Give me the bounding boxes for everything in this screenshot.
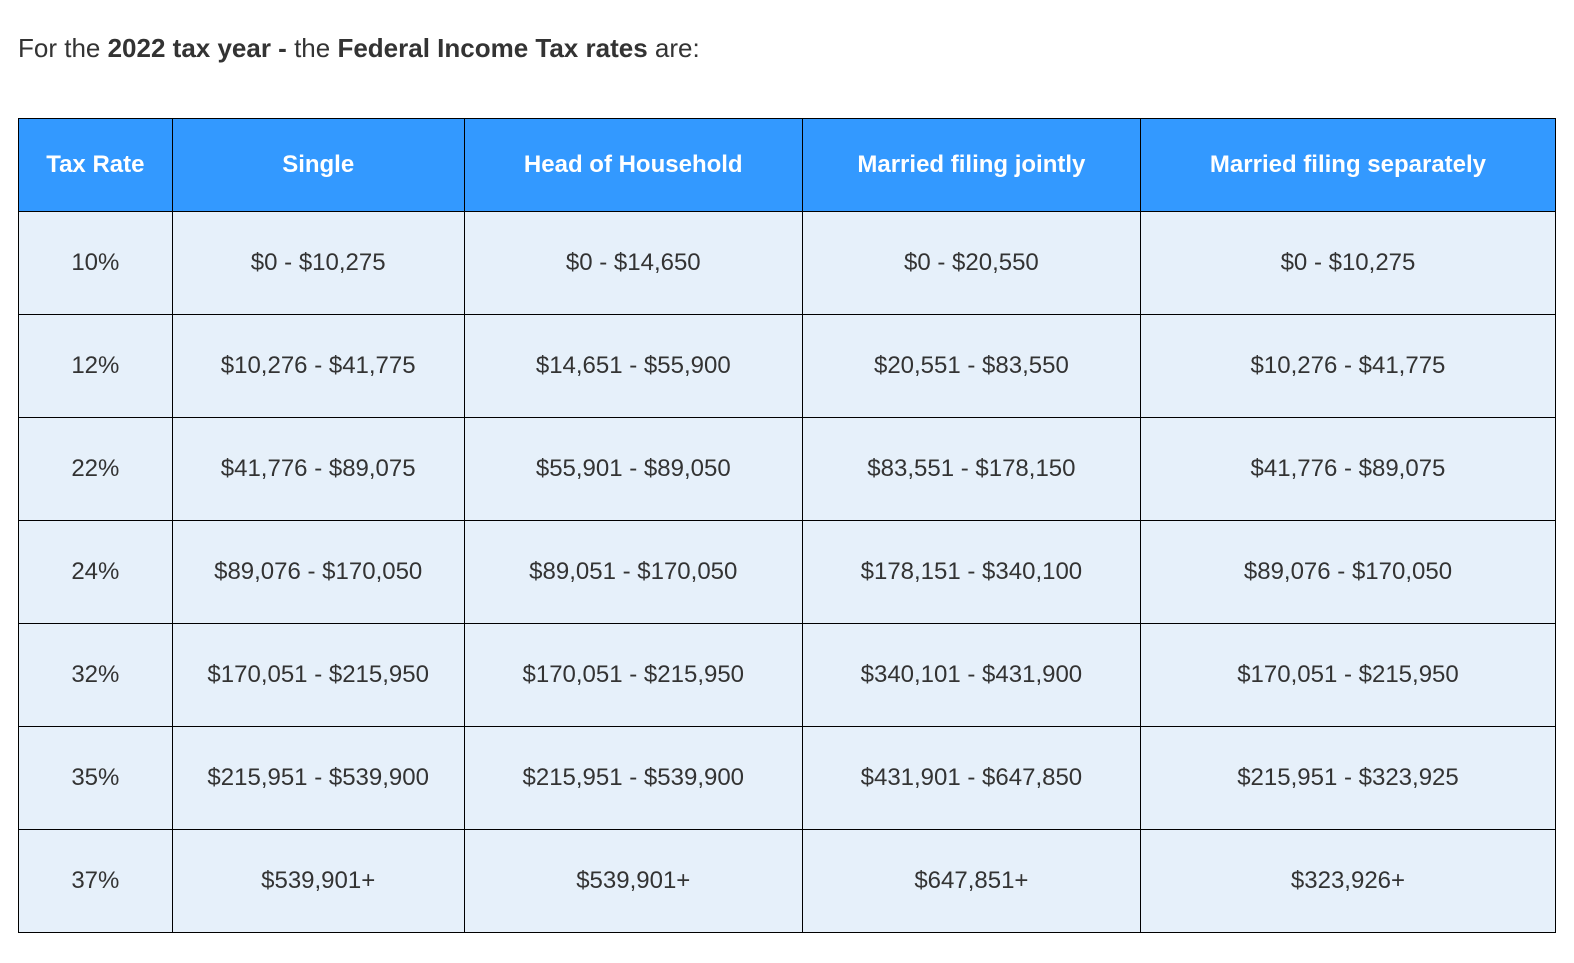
table-row: 24% $89,076 - $170,050 $89,051 - $170,05…: [19, 520, 1556, 623]
intro-mid: the: [294, 33, 337, 63]
cell-single: $10,276 - $41,775: [172, 314, 464, 417]
cell-single: $0 - $10,275: [172, 211, 464, 314]
cell-mfs: $215,951 - $323,925: [1140, 726, 1555, 829]
cell-rate: 35%: [19, 726, 173, 829]
cell-mfs: $10,276 - $41,775: [1140, 314, 1555, 417]
cell-mfs: $170,051 - $215,950: [1140, 623, 1555, 726]
cell-mfj: $20,551 - $83,550: [802, 314, 1140, 417]
cell-hoh: $14,651 - $55,900: [464, 314, 802, 417]
table-row: 32% $170,051 - $215,950 $170,051 - $215,…: [19, 623, 1556, 726]
cell-mfj: $340,101 - $431,900: [802, 623, 1140, 726]
cell-mfj: $431,901 - $647,850: [802, 726, 1140, 829]
cell-single: $89,076 - $170,050: [172, 520, 464, 623]
cell-rate: 10%: [19, 211, 173, 314]
table-header-row: Tax Rate Single Head of Household Marrie…: [19, 118, 1556, 211]
table-row: 22% $41,776 - $89,075 $55,901 - $89,050 …: [19, 417, 1556, 520]
intro-bold-rates: Federal Income Tax rates: [337, 33, 647, 63]
cell-hoh: $0 - $14,650: [464, 211, 802, 314]
col-married-separately: Married filing separately: [1140, 118, 1555, 211]
table-row: 12% $10,276 - $41,775 $14,651 - $55,900 …: [19, 314, 1556, 417]
cell-mfj: $0 - $20,550: [802, 211, 1140, 314]
cell-mfj: $83,551 - $178,150: [802, 417, 1140, 520]
intro-bold-year: 2022 tax year -: [108, 33, 294, 63]
cell-mfs: $41,776 - $89,075: [1140, 417, 1555, 520]
cell-rate: 32%: [19, 623, 173, 726]
intro-suffix: are:: [648, 33, 700, 63]
table-row: 37% $539,901+ $539,901+ $647,851+ $323,9…: [19, 829, 1556, 932]
cell-hoh: $170,051 - $215,950: [464, 623, 802, 726]
cell-rate: 22%: [19, 417, 173, 520]
table-row: 10% $0 - $10,275 $0 - $14,650 $0 - $20,5…: [19, 211, 1556, 314]
cell-hoh: $539,901+: [464, 829, 802, 932]
table-row: 35% $215,951 - $539,900 $215,951 - $539,…: [19, 726, 1556, 829]
tax-brackets-table: Tax Rate Single Head of Household Marrie…: [18, 118, 1556, 933]
cell-mfj: $178,151 - $340,100: [802, 520, 1140, 623]
cell-rate: 37%: [19, 829, 173, 932]
col-married-jointly: Married filing jointly: [802, 118, 1140, 211]
cell-mfs: $323,926+: [1140, 829, 1555, 932]
page: For the 2022 tax year - the Federal Inco…: [0, 26, 1574, 963]
cell-single: $170,051 - $215,950: [172, 623, 464, 726]
table-body: 10% $0 - $10,275 $0 - $14,650 $0 - $20,5…: [19, 211, 1556, 932]
cell-single: $215,951 - $539,900: [172, 726, 464, 829]
intro-text: For the 2022 tax year - the Federal Inco…: [18, 26, 1556, 92]
cell-single: $539,901+: [172, 829, 464, 932]
col-tax-rate: Tax Rate: [19, 118, 173, 211]
cell-hoh: $89,051 - $170,050: [464, 520, 802, 623]
col-head-of-household: Head of Household: [464, 118, 802, 211]
cell-hoh: $55,901 - $89,050: [464, 417, 802, 520]
cell-mfs: $89,076 - $170,050: [1140, 520, 1555, 623]
cell-mfj: $647,851+: [802, 829, 1140, 932]
cell-mfs: $0 - $10,275: [1140, 211, 1555, 314]
cell-single: $41,776 - $89,075: [172, 417, 464, 520]
col-single: Single: [172, 118, 464, 211]
cell-rate: 12%: [19, 314, 173, 417]
cell-rate: 24%: [19, 520, 173, 623]
intro-prefix: For the: [18, 33, 108, 63]
cell-hoh: $215,951 - $539,900: [464, 726, 802, 829]
